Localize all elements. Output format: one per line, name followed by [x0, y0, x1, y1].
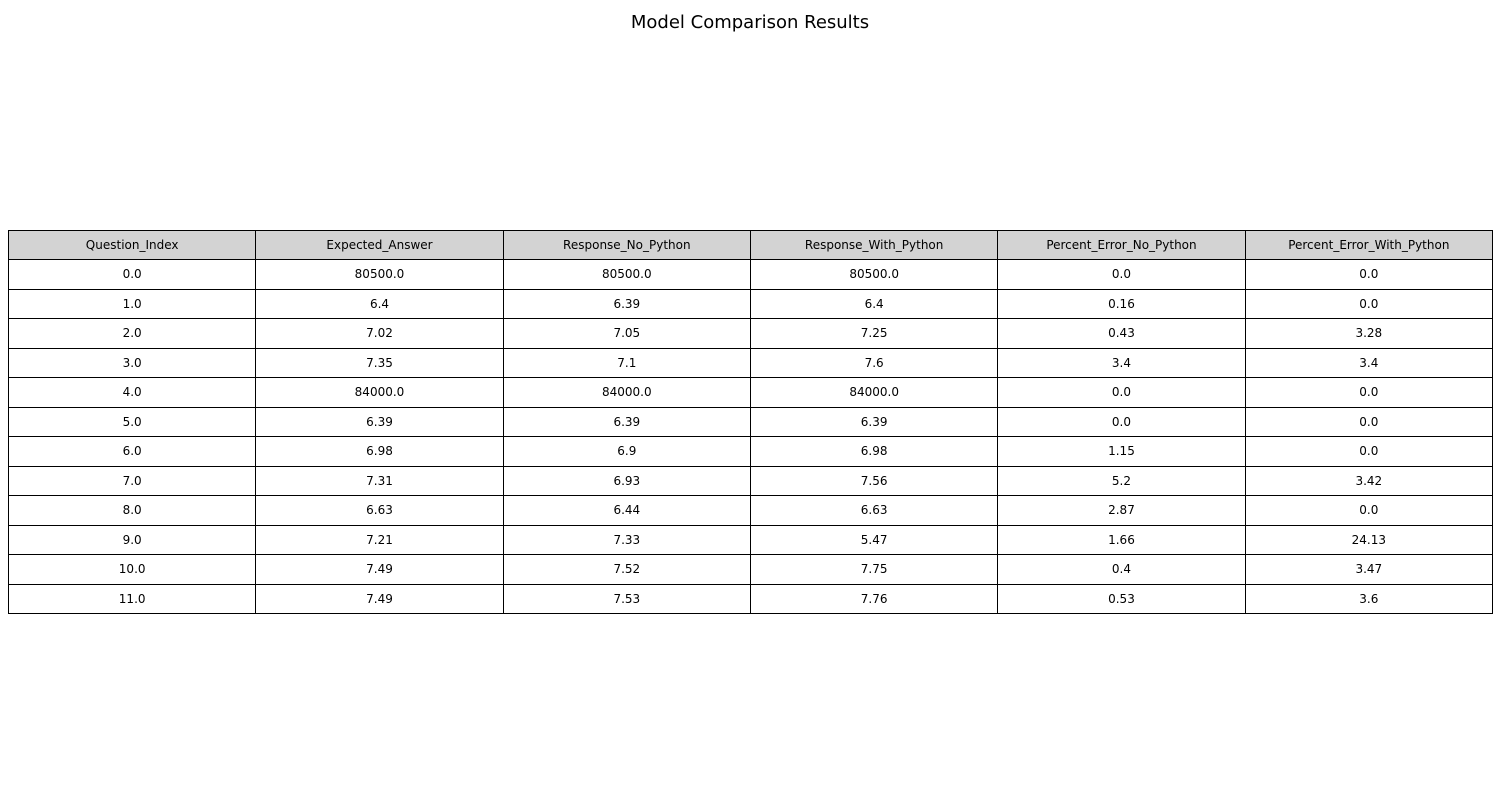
table-cell: 1.15 [997, 436, 1246, 467]
column-header: Percent_Error_No_Python [997, 230, 1246, 260]
table-row: 3.0 7.35 7.1 7.6 3.4 3.4 [7, 347, 1494, 378]
table-cell: 3.0 [7, 347, 257, 378]
table-row: 11.0 7.49 7.53 7.76 0.53 3.6 [7, 583, 1494, 614]
table-cell: 7.0 [7, 465, 257, 496]
table-cell: 0.0 [997, 406, 1246, 437]
table-cell: 7.76 [749, 583, 999, 614]
table-row: 9.0 7.21 7.33 5.47 1.66 24.13 [7, 524, 1494, 555]
table-row: 2.0 7.02 7.05 7.25 0.43 3.28 [7, 318, 1494, 349]
table-cell: 6.39 [502, 406, 751, 437]
table-cell: 6.9 [502, 436, 751, 467]
table-cell: 6.98 [749, 436, 999, 467]
table-cell: 80500.0 [749, 259, 999, 290]
table-body: 0.0 80500.0 80500.0 80500.0 0.0 0.0 1.0 6.4 6.39… [7, 259, 1494, 614]
table-cell: 7.49 [255, 554, 504, 585]
table-cell: 0.0 [1244, 436, 1494, 467]
table-header-row: Question_Index Expected_Answer Response_No… [7, 230, 1494, 260]
table-cell: 84000.0 [749, 377, 999, 408]
table-cell: 1.0 [7, 288, 257, 319]
table-row: 1.0 6.4 6.39 6.4 0.16 0.0 [7, 288, 1494, 319]
table-cell: 8.0 [7, 495, 257, 526]
table-cell: 7.33 [502, 524, 751, 555]
table-cell: 3.42 [1244, 465, 1494, 496]
table-cell: 7.53 [502, 583, 751, 614]
table-cell: 0.4 [997, 554, 1246, 585]
table-cell: 6.63 [749, 495, 999, 526]
table-cell: 6.39 [749, 406, 999, 437]
table-cell: 0.0 [1244, 259, 1494, 290]
table-cell: 5.47 [749, 524, 999, 555]
table-cell: 10.0 [7, 554, 257, 585]
table-cell: 6.4 [255, 288, 504, 319]
table-cell: 0.53 [997, 583, 1246, 614]
table-cell: 7.25 [749, 318, 999, 349]
chart-title: Model Comparison Results [630, 12, 870, 33]
table-cell: 3.4 [1244, 347, 1494, 378]
table-row: 4.0 84000.0 84000.0 84000.0 0.0 0.0 [7, 377, 1494, 408]
column-header: Response_With_Python [749, 230, 999, 260]
table-cell: 24.13 [1244, 524, 1494, 555]
table-cell: 7.56 [749, 465, 999, 496]
results-table-container: Question_Index Expected_Answer Response_No… [7, 230, 1494, 614]
column-header: Percent_Error_With_Python [1244, 230, 1494, 260]
column-header: Question_Index [7, 230, 257, 260]
table-cell: 0.0 [1244, 377, 1494, 408]
table-cell: 84000.0 [255, 377, 504, 408]
table-cell: 1.66 [997, 524, 1246, 555]
column-header: Response_No_Python [502, 230, 751, 260]
table-row: 5.0 6.39 6.39 6.39 0.0 0.0 [7, 406, 1494, 437]
table-cell: 6.39 [502, 288, 751, 319]
table-cell: 9.0 [7, 524, 257, 555]
table-cell: 7.02 [255, 318, 504, 349]
table-cell: 7.6 [749, 347, 999, 378]
table-cell: 5.0 [7, 406, 257, 437]
table-row: 0.0 80500.0 80500.0 80500.0 0.0 0.0 [7, 259, 1494, 290]
table-cell: 4.0 [7, 377, 257, 408]
table-cell: 7.75 [749, 554, 999, 585]
table-cell: 6.0 [7, 436, 257, 467]
table-cell: 0.0 [7, 259, 257, 290]
table-cell: 0.0 [997, 259, 1246, 290]
column-header: Expected_Answer [255, 230, 504, 260]
table-cell: 7.05 [502, 318, 751, 349]
table-cell: 7.31 [255, 465, 504, 496]
table-cell: 7.49 [255, 583, 504, 614]
table-cell: 3.6 [1244, 583, 1494, 614]
table-cell: 11.0 [7, 583, 257, 614]
table-cell: 6.44 [502, 495, 751, 526]
table-cell: 7.35 [255, 347, 504, 378]
results-table: Question_Index Expected_Answer Response_No… [7, 230, 1494, 614]
table-cell: 7.52 [502, 554, 751, 585]
table-cell: 0.16 [997, 288, 1246, 319]
table-cell: 6.4 [749, 288, 999, 319]
table-cell: 80500.0 [502, 259, 751, 290]
table-cell: 3.28 [1244, 318, 1494, 349]
table-cell: 0.0 [1244, 495, 1494, 526]
table-row: 8.0 6.63 6.44 6.63 2.87 0.0 [7, 495, 1494, 526]
table-cell: 84000.0 [502, 377, 751, 408]
table-cell: 3.47 [1244, 554, 1494, 585]
table-cell: 0.0 [1244, 406, 1494, 437]
table-cell: 2.87 [997, 495, 1246, 526]
table-cell: 6.39 [255, 406, 504, 437]
table-cell: 80500.0 [255, 259, 504, 290]
table-cell: 2.0 [7, 318, 257, 349]
table-cell: 6.63 [255, 495, 504, 526]
table-cell: 0.0 [1244, 288, 1494, 319]
table-row: 10.0 7.49 7.52 7.75 0.4 3.47 [7, 554, 1494, 585]
table-cell: 5.2 [997, 465, 1246, 496]
table-row: 7.0 7.31 6.93 7.56 5.2 3.42 [7, 465, 1494, 496]
table-cell: 0.0 [997, 377, 1246, 408]
table-cell: 6.98 [255, 436, 504, 467]
table-row: 6.0 6.98 6.9 6.98 1.15 0.0 [7, 436, 1494, 467]
table-cell: 0.43 [997, 318, 1246, 349]
table-cell: 7.1 [502, 347, 751, 378]
table-cell: 6.93 [502, 465, 751, 496]
table-cell: 3.4 [997, 347, 1246, 378]
table-cell: 7.21 [255, 524, 504, 555]
